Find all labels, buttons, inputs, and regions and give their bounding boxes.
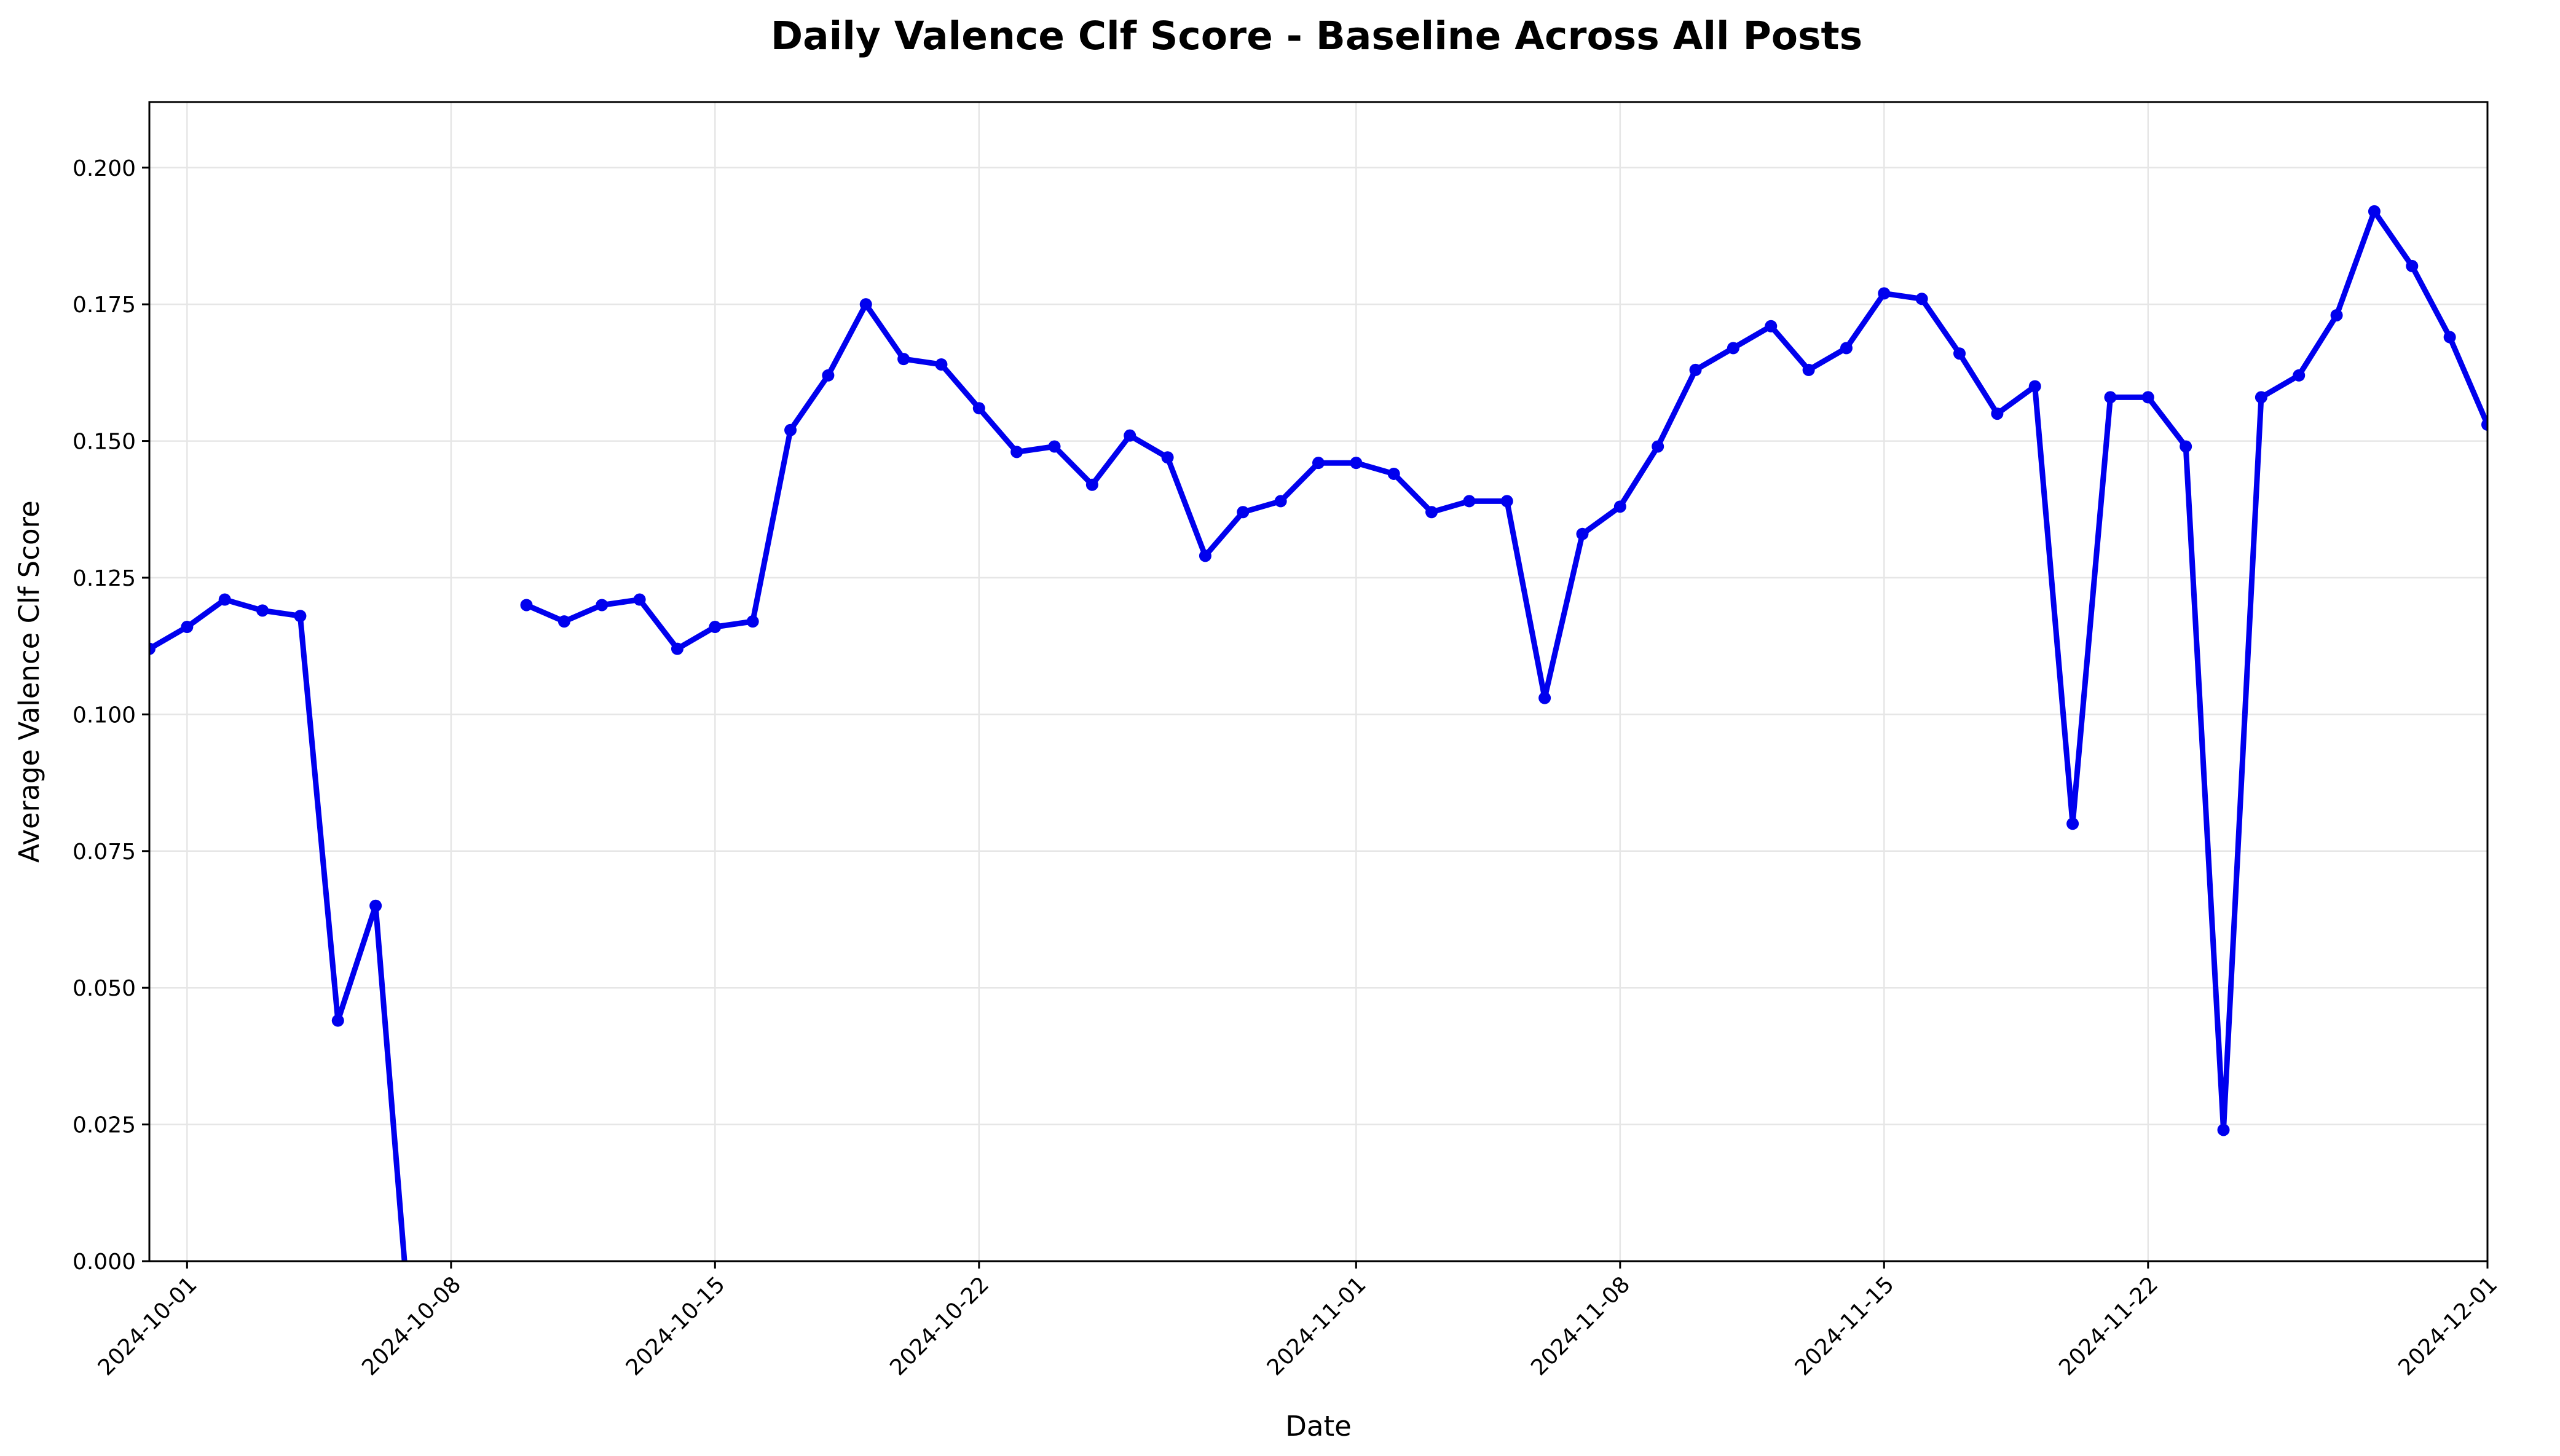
data-point <box>369 899 382 912</box>
plot-area <box>149 205 2487 1261</box>
series-line <box>149 597 408 1261</box>
data-point <box>2104 391 2117 404</box>
data-point <box>897 353 910 366</box>
data-point <box>822 369 835 382</box>
data-point <box>1765 320 1778 333</box>
data-point <box>149 642 156 655</box>
data-point <box>2066 817 2079 830</box>
data-point <box>1538 691 1551 704</box>
plot-frame <box>148 101 2489 1262</box>
data-point <box>1161 451 1174 464</box>
data-point <box>1878 287 1891 300</box>
chart-title: Daily Valence Clf Score - Baseline Acros… <box>771 14 1862 58</box>
data-point <box>1010 446 1023 458</box>
data-point <box>1350 457 1363 470</box>
data-point <box>2180 440 2192 453</box>
data-point <box>1991 407 2004 420</box>
y-tick-label: 0.000 <box>73 1249 136 1275</box>
data-point <box>520 599 533 612</box>
y-tick-label: 0.150 <box>73 430 136 455</box>
data-point <box>1613 500 1626 513</box>
data-point <box>1915 293 1928 305</box>
data-point <box>1689 363 1702 376</box>
data-point <box>218 593 231 606</box>
data-point <box>2368 205 2381 218</box>
data-point <box>1463 495 1476 508</box>
y-axis-title: Average Valence Clf Score <box>13 500 45 863</box>
data-point <box>1237 506 1250 519</box>
data-point <box>1652 440 1664 453</box>
data-point <box>1953 347 1966 360</box>
data-point <box>859 298 872 311</box>
data-point <box>1124 429 1136 442</box>
data-point <box>1576 527 1589 540</box>
data-point <box>709 621 722 634</box>
data-point <box>331 1014 344 1027</box>
data-point <box>294 610 307 623</box>
y-tick-label: 0.175 <box>73 293 136 318</box>
data-point <box>633 593 646 606</box>
y-tick-label: 0.125 <box>73 566 136 591</box>
data-point <box>2406 259 2419 272</box>
y-tick-label: 0.075 <box>73 840 136 865</box>
data-point <box>2255 391 2267 404</box>
data-point <box>1425 506 1438 519</box>
data-point <box>2481 418 2487 431</box>
data-point <box>2028 380 2041 393</box>
data-point <box>935 358 948 371</box>
y-tick-label: 0.200 <box>73 156 136 181</box>
data-point <box>671 642 683 655</box>
y-tick-label: 0.100 <box>73 702 136 728</box>
data-point <box>1840 342 1853 355</box>
y-axis: 0.000 0.025 0.050 0.075 0.100 0.125 0.150 0.175… <box>73 156 149 1275</box>
data-point <box>1274 495 1287 508</box>
data-point <box>256 604 269 617</box>
y-tick-label: 0.050 <box>73 976 136 1001</box>
data-point <box>1312 457 1325 470</box>
data-point <box>784 423 797 436</box>
data-point <box>181 621 194 634</box>
data-point <box>2217 1123 2230 1136</box>
data-point <box>1387 467 1400 480</box>
data-point <box>1802 363 1815 376</box>
data-point <box>1727 342 1739 355</box>
y-tick-label: 0.025 <box>73 1113 136 1138</box>
data-point <box>972 402 985 415</box>
data-point <box>1085 478 1098 491</box>
x-axis-title: Date <box>1285 1410 1352 1442</box>
data-point <box>596 599 608 612</box>
data-point <box>557 615 570 628</box>
data-point <box>746 615 759 628</box>
data-point <box>2330 309 2343 321</box>
data-point <box>1048 440 1061 453</box>
data-point <box>2293 369 2306 382</box>
data-point <box>1199 549 1211 562</box>
data-point <box>1500 495 1513 508</box>
data-point <box>2141 391 2154 404</box>
data-point <box>2443 331 2456 344</box>
